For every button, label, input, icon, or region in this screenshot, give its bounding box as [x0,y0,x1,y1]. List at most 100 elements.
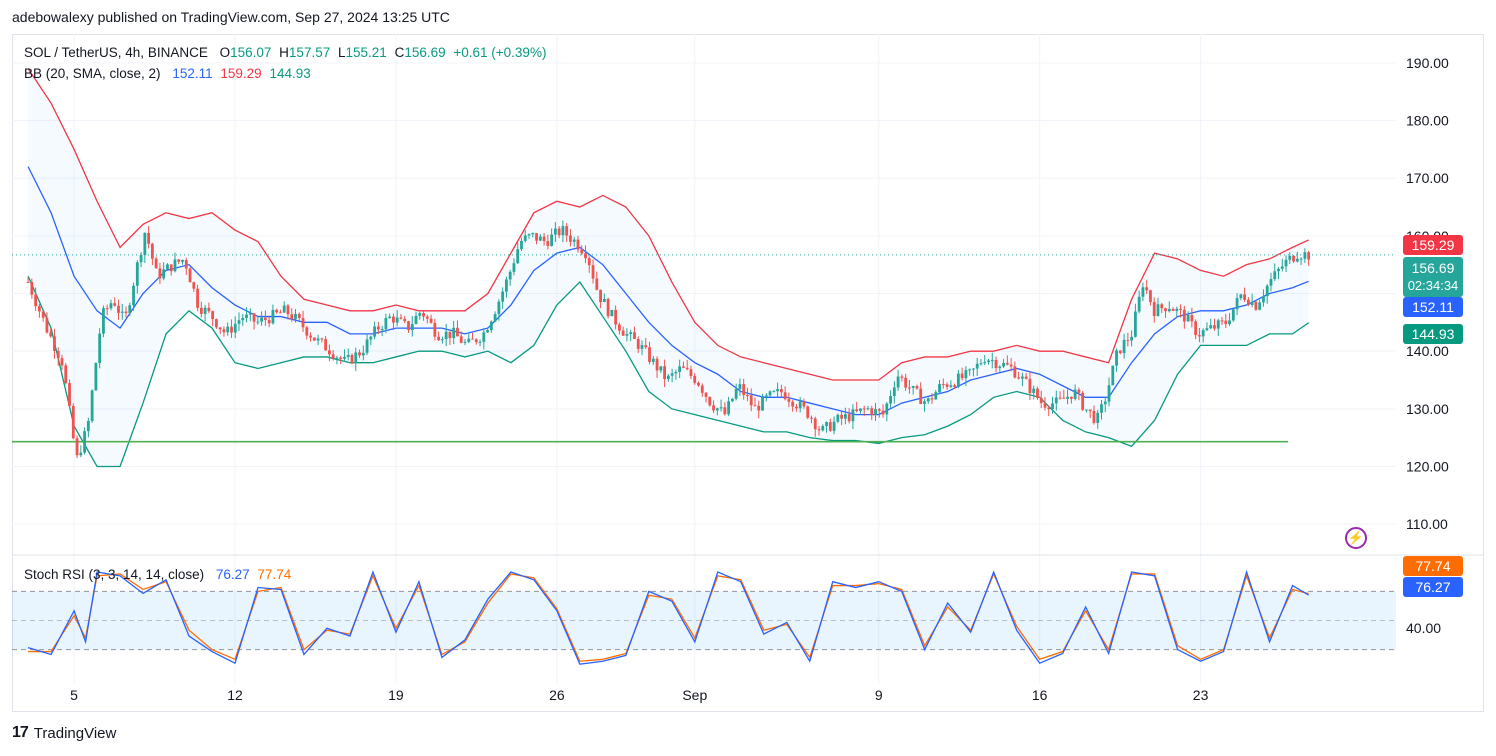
candle-body [546,241,550,246]
candle-body [188,268,192,283]
candle-body [493,314,497,322]
candle-body [855,409,859,411]
change-value: +0.61 (+0.39%) [453,45,547,60]
candle-body [1013,366,1017,378]
bb-upper-line [27,68,1309,381]
candle-body [218,327,222,330]
candle-body [83,431,86,453]
candle-body [795,406,798,409]
candle-body [953,385,957,387]
candle-body [56,350,60,359]
candle-body [527,234,531,236]
candle-body [162,269,166,279]
candle-body [1250,301,1254,305]
candle-body [625,333,629,336]
x-tick-label: 12 [227,687,243,703]
candle-body [1190,315,1194,322]
candle-body [414,315,418,324]
candle-body [979,363,983,365]
candle-body [610,309,614,317]
candle-body [1224,320,1228,325]
candle-body [1254,301,1258,310]
candle-body [614,309,618,325]
bb-upper-value: 159.29 [220,66,262,81]
candle-body [787,399,791,402]
candle-body [158,268,162,279]
x-tick-label: 5 [70,687,78,703]
candle-body [866,408,870,410]
candle-body [1126,339,1130,341]
candle-body [196,288,199,308]
candle-body [900,376,904,378]
candle-body [181,260,184,262]
candle-body [403,318,407,322]
candle-body [1103,401,1107,405]
candle-body [230,326,233,333]
candle-body [836,414,840,422]
tradingview-logo-icon: 17 [12,724,29,741]
flash-icon[interactable]: ⚡ [1345,527,1367,549]
basis-price-label: 152.11 [1403,297,1463,317]
candle-body [286,305,290,315]
footer: 17 TradingView [12,724,116,742]
stoch-k-value: 76.27 [215,567,250,582]
candle-body [1284,259,1288,267]
candle-body [1235,298,1239,310]
stoch-k-line [27,569,1309,665]
candle-body [388,316,392,319]
candle-body [437,336,441,341]
candle-body [791,401,795,407]
candle-body [1088,409,1092,411]
candle-body [1062,397,1066,399]
candle-body [670,373,674,376]
candle-body [440,339,444,341]
candle-body [576,239,580,250]
candle-body [320,338,324,340]
candle-body [1160,304,1164,309]
candle-body [1156,304,1160,317]
candle-body [203,307,207,314]
candle-body [580,249,584,254]
candle-body [1081,392,1085,410]
candle-body [105,308,109,310]
candle-body [305,327,309,336]
candle-body [245,314,248,318]
candle-body [843,414,847,419]
candle-body [30,282,34,295]
candle-body [380,329,384,331]
candle-body [934,392,938,400]
candle-body [237,320,241,324]
candle-body [870,408,874,416]
candle-body [663,366,666,380]
candle-body [346,354,350,358]
candle-body [704,392,708,397]
bar-countdown: 02:34:34 [1407,278,1459,293]
candle-body [606,299,610,317]
candle-body [49,332,53,337]
candle-body [358,352,361,356]
candle-body [135,262,139,286]
last-price-label: 156.69 02:34:34 [1403,257,1463,297]
candle-body [1228,320,1231,325]
candle-body [847,414,851,422]
candle-body [817,429,821,431]
candle-body [599,289,602,303]
candle-body [1133,311,1137,337]
candle-body [1292,255,1295,262]
candle-body [1058,397,1062,399]
candle-body [523,235,527,241]
candle-body [697,382,700,386]
candle-body [572,239,576,242]
x-tick-label: 26 [549,687,565,703]
candle-body [851,409,855,422]
candle-body [68,383,71,406]
candle-body [734,388,738,399]
candle-body [369,336,373,340]
candle-body [621,330,625,336]
candle-body [331,354,335,359]
candle-body [407,321,410,331]
candle-body [376,326,380,330]
x-tick-label: Sep [682,687,707,703]
candle-body [128,305,132,314]
